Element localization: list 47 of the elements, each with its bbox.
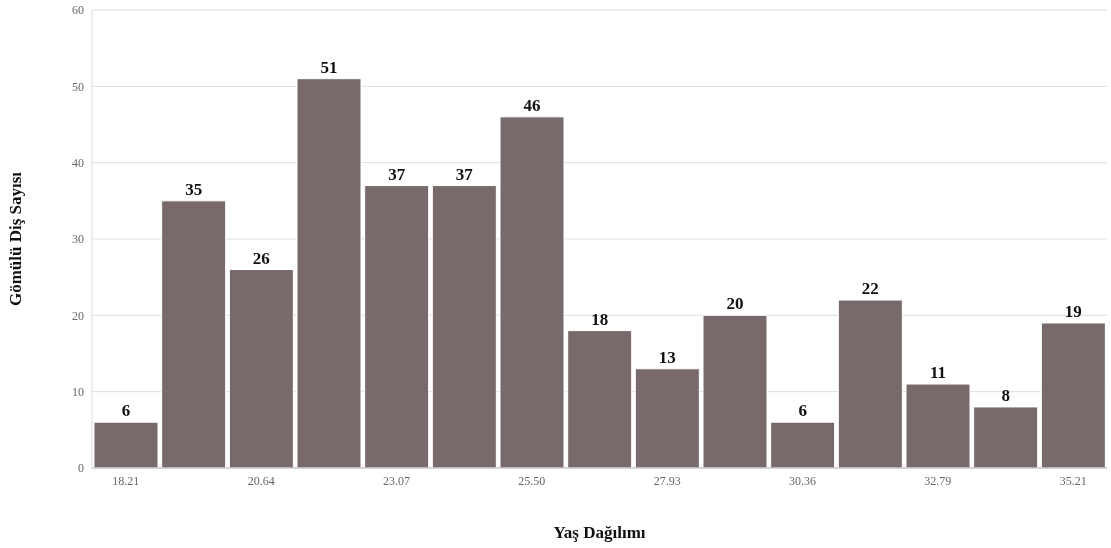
data-label: 35 xyxy=(185,179,203,199)
y-tick-label: 60 xyxy=(72,3,84,18)
data-label: 26 xyxy=(252,248,270,268)
y-tick-label: 0 xyxy=(78,461,84,476)
y-tick-label: 20 xyxy=(72,308,84,323)
data-label: 11 xyxy=(929,363,947,383)
bar xyxy=(364,185,430,468)
bar xyxy=(567,330,633,468)
bar xyxy=(973,406,1039,468)
bar xyxy=(905,383,971,468)
data-label: 19 xyxy=(1064,301,1082,321)
bar xyxy=(296,78,362,468)
x-tick-label: 25.50 xyxy=(518,473,546,488)
data-label: 6 xyxy=(798,401,807,421)
bar xyxy=(634,368,700,468)
bar xyxy=(93,421,159,468)
x-tick-label: 35.21 xyxy=(1059,473,1087,488)
y-tick-label: 30 xyxy=(72,232,84,247)
x-tick-label: 23.07 xyxy=(383,473,410,488)
data-label: 6 xyxy=(121,401,131,421)
y-tick-label: 40 xyxy=(72,155,84,170)
bar xyxy=(228,269,294,468)
x-tick-label: 20.64 xyxy=(247,473,275,488)
x-tick-label: 30.36 xyxy=(789,473,816,488)
data-label: 37 xyxy=(388,164,406,184)
data-label: 51 xyxy=(320,57,338,77)
y-tick-label: 50 xyxy=(72,79,84,94)
data-label: 13 xyxy=(658,347,676,367)
x-tick-label: 18.21 xyxy=(112,473,140,488)
bar xyxy=(770,421,836,468)
data-label: 8 xyxy=(1001,385,1010,405)
y-axis-title: Gömülü Diş Sayısı xyxy=(6,171,26,307)
bar xyxy=(431,185,497,468)
y-tick-label: 10 xyxy=(72,384,84,399)
data-label: 46 xyxy=(523,95,541,115)
x-tick-label: 27.93 xyxy=(653,473,681,488)
bar xyxy=(499,116,565,468)
x-tick-label: 32.79 xyxy=(924,473,952,488)
data-label: 18 xyxy=(591,309,609,329)
data-label: 22 xyxy=(861,279,879,299)
data-label: 20 xyxy=(726,294,744,314)
x-axis-title: Yaş Dağılımı xyxy=(553,523,646,542)
bar xyxy=(1040,322,1106,468)
bar xyxy=(702,314,768,468)
data-label: 37 xyxy=(455,164,474,184)
bar xyxy=(837,299,903,468)
bar xyxy=(161,200,227,468)
